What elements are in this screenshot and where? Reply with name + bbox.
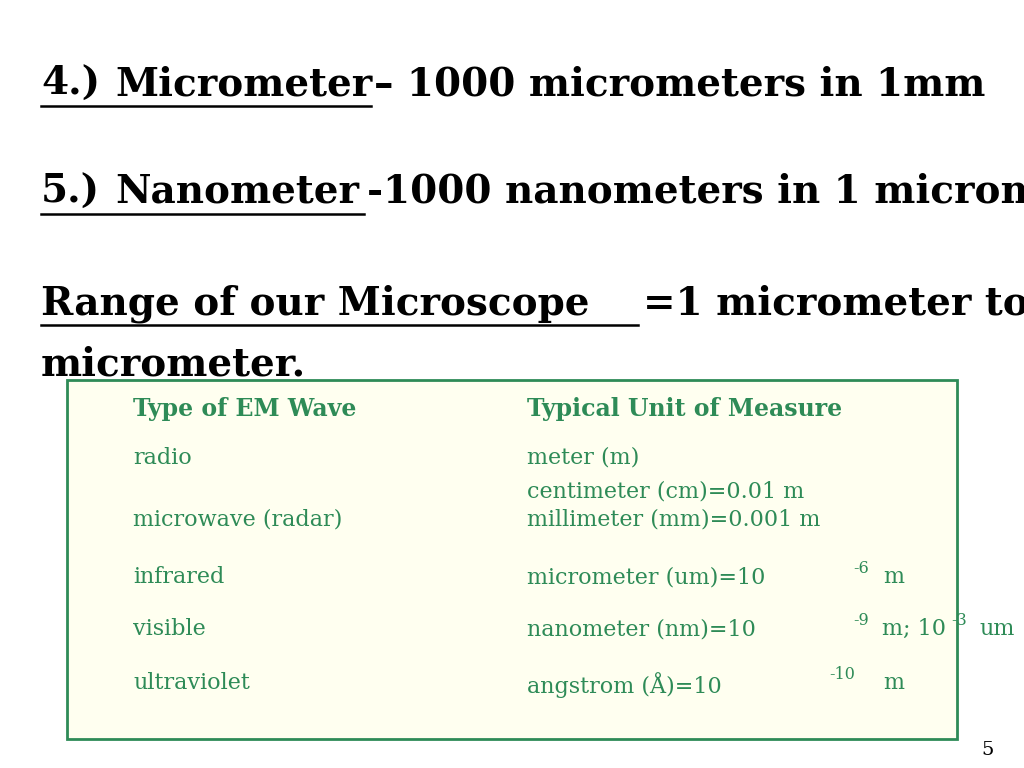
Text: radio: radio xyxy=(133,447,191,469)
Text: 5: 5 xyxy=(981,741,993,759)
Text: Type of EM Wave: Type of EM Wave xyxy=(133,397,356,421)
Text: Typical Unit of Measure: Typical Unit of Measure xyxy=(527,397,843,421)
Text: m: m xyxy=(884,672,905,694)
Text: microwave (radar): microwave (radar) xyxy=(133,508,342,531)
Text: um: um xyxy=(979,618,1015,641)
Text: 5.): 5.) xyxy=(41,173,100,210)
Text: Micrometer: Micrometer xyxy=(116,65,373,103)
Text: =1 micrometer to 1000: =1 micrometer to 1000 xyxy=(643,284,1024,322)
FancyBboxPatch shape xyxy=(67,380,957,739)
Text: -6: -6 xyxy=(853,560,868,577)
Text: micrometer.: micrometer. xyxy=(41,346,306,383)
Text: 4.): 4.) xyxy=(41,65,100,103)
Text: infrared: infrared xyxy=(133,566,224,588)
Text: angstrom (Å)=10: angstrom (Å)=10 xyxy=(527,672,722,698)
Text: -9: -9 xyxy=(853,612,868,629)
Text: micrometer (um)=10: micrometer (um)=10 xyxy=(527,566,766,588)
Text: millimeter (mm)=0.001 m: millimeter (mm)=0.001 m xyxy=(527,508,820,531)
Text: – 1000 micrometers in 1mm: – 1000 micrometers in 1mm xyxy=(374,65,985,103)
Text: Nanometer: Nanometer xyxy=(116,173,359,210)
Text: ultraviolet: ultraviolet xyxy=(133,672,250,694)
Text: -1000 nanometers in 1 micrometer: -1000 nanometers in 1 micrometer xyxy=(367,173,1024,210)
Text: m: m xyxy=(884,566,905,588)
Text: -10: -10 xyxy=(829,666,855,683)
Text: m; 10: m; 10 xyxy=(882,618,946,641)
Text: centimeter (cm)=0.01 m: centimeter (cm)=0.01 m xyxy=(527,481,805,503)
Text: Range of our Microscope: Range of our Microscope xyxy=(41,284,590,323)
Text: meter (m): meter (m) xyxy=(527,447,640,469)
Text: visible: visible xyxy=(133,618,206,641)
Text: -3: -3 xyxy=(951,612,967,629)
Text: nanometer (nm)=10: nanometer (nm)=10 xyxy=(527,618,757,641)
